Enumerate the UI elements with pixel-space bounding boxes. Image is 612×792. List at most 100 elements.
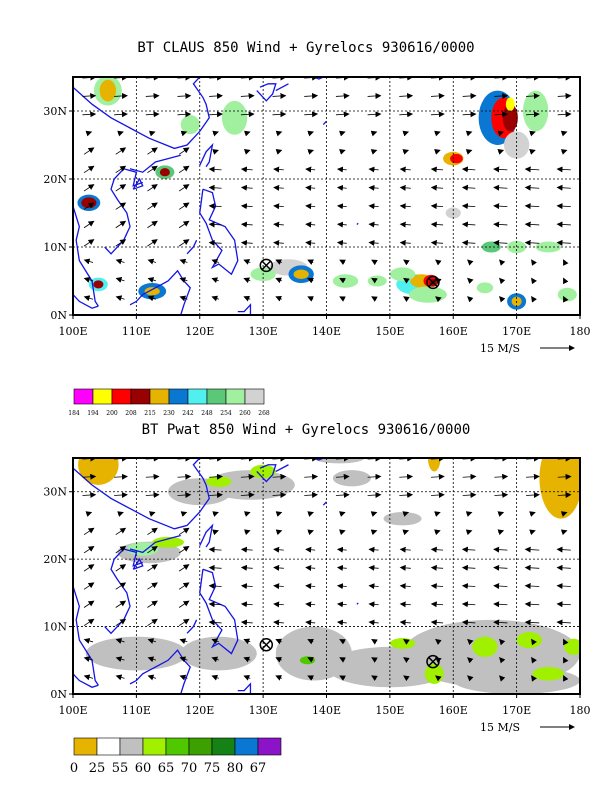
wind-vector [178, 527, 190, 536]
legend-label: 75 [204, 761, 221, 776]
wind-vector [493, 184, 508, 191]
wind-vector [179, 277, 188, 283]
wind-vector [178, 202, 190, 210]
x-tick-label: 120E [185, 325, 214, 338]
wind-vector [209, 92, 223, 99]
wind-vector [526, 492, 540, 498]
wind-vector [179, 674, 188, 681]
wind-vector [147, 220, 158, 229]
wind-vector [524, 583, 540, 590]
legend-swatch [211, 737, 236, 756]
wind-vector [115, 564, 127, 572]
coastline [73, 294, 99, 309]
coastline [186, 619, 198, 634]
x-tick-label: 160E [439, 325, 468, 338]
wind-vector [336, 564, 347, 571]
wind-vector [529, 529, 536, 536]
wind-vector [556, 546, 571, 553]
wind-vector [275, 656, 282, 663]
wind-vector [115, 618, 127, 627]
wind-vector [243, 656, 251, 663]
wind-vector [399, 492, 414, 498]
wind-vector [367, 492, 382, 498]
wind-vector [273, 546, 284, 553]
wind-vector [272, 111, 287, 118]
cloud-patch [476, 282, 494, 294]
wind-vector [240, 492, 255, 498]
legend-swatch [244, 388, 265, 405]
wind-vector [307, 277, 314, 284]
wind-vector [497, 149, 505, 155]
wind-vector [524, 239, 540, 246]
x-tick-label: 160E [439, 704, 468, 717]
legend-label: 65 [158, 761, 175, 776]
wind-vector [147, 600, 158, 608]
wind-vector [557, 111, 572, 118]
cloud-patch [505, 97, 515, 111]
legend-label: 242 [182, 410, 194, 417]
gyreloc-cross [261, 640, 271, 650]
wind-vector [499, 638, 506, 646]
wind-vector [83, 527, 95, 536]
coastline [129, 649, 191, 694]
wind-vector [368, 619, 379, 626]
wind-vector [83, 184, 95, 192]
wind-vector [275, 277, 282, 284]
x-tick-label: 130E [249, 704, 278, 717]
wind-vector [461, 166, 476, 173]
wind-vector [526, 92, 540, 99]
wind-vector [524, 184, 540, 191]
legend-label: 80 [227, 761, 244, 776]
wind-vector [85, 511, 93, 517]
wind-vector [304, 473, 319, 480]
gridlines [73, 77, 580, 315]
wind-vector [208, 601, 222, 608]
wind-vector [240, 166, 253, 173]
wind-vector [497, 130, 505, 137]
wind-vector [339, 130, 346, 137]
legend-label: 55 [112, 761, 129, 776]
wind-vector [368, 203, 379, 210]
cloud-patch [221, 100, 248, 135]
legend-swatch [165, 737, 190, 756]
wind-vector [273, 564, 284, 571]
wind-vector [560, 511, 568, 517]
field-shading [78, 458, 580, 694]
wind-vector [368, 601, 379, 608]
wind-vector [434, 130, 441, 137]
wind-vector [556, 583, 571, 590]
wind-vector [430, 473, 445, 480]
wind-vector [115, 220, 127, 229]
wind-vector [339, 511, 346, 517]
y-tick-label: 20N [43, 173, 67, 186]
wind-vector [179, 258, 188, 265]
coastline [199, 568, 239, 655]
wind-vector [145, 492, 160, 498]
vector-scale-label: 15 M/S [480, 721, 520, 734]
wind-vector [208, 619, 222, 626]
wind-vector [83, 276, 94, 283]
wind-vector [430, 92, 445, 99]
wind-vector [209, 111, 223, 118]
wind-vector [399, 239, 411, 246]
gyreloc-marker [259, 638, 274, 652]
wind-vector [212, 511, 219, 517]
x-tick-label: 100E [58, 325, 87, 338]
wind-vector [115, 638, 125, 644]
wind-vector [399, 203, 411, 210]
wind-vector [563, 675, 569, 682]
wind-vector [430, 239, 444, 246]
cloud-patch [535, 241, 561, 253]
wind-vector [240, 619, 253, 626]
wind-vector [147, 239, 158, 247]
wind-vector [147, 656, 157, 663]
wind-vector [178, 600, 190, 608]
wind-vector [273, 184, 284, 191]
wind-vector [399, 184, 411, 191]
coastline [237, 303, 252, 315]
coastline [73, 673, 99, 688]
wind-vector [180, 130, 188, 137]
wind-vector [83, 220, 95, 229]
wind-vector [117, 130, 124, 137]
wind-vector [402, 130, 410, 137]
